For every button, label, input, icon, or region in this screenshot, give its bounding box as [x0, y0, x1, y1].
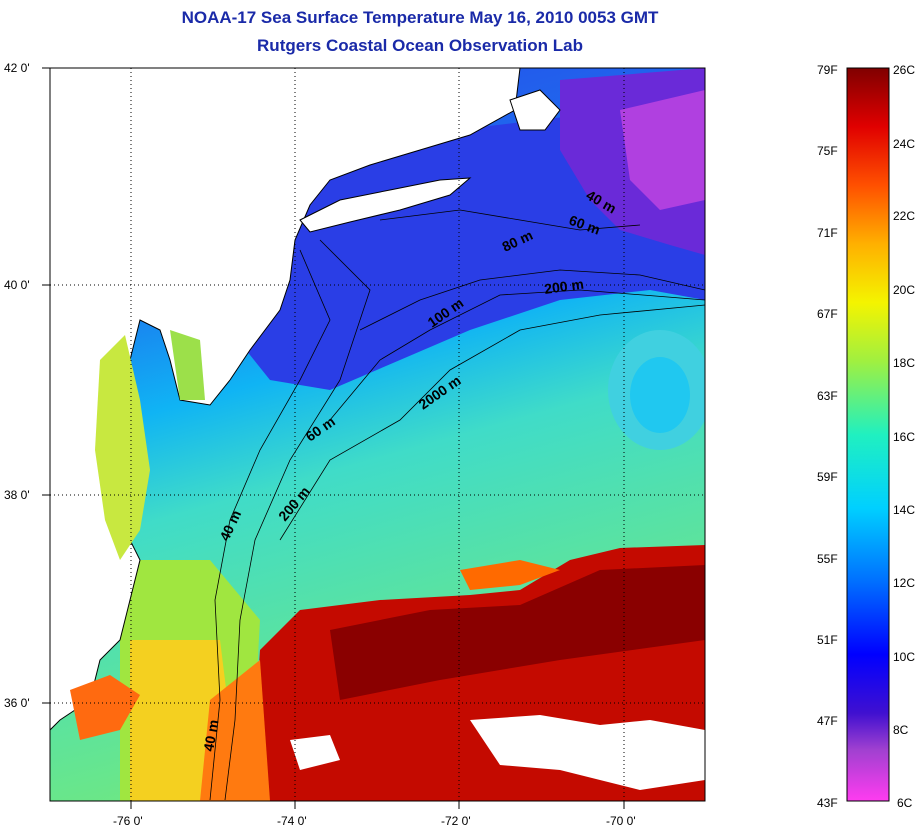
colorbar-f-label: 75F	[817, 144, 838, 158]
cape-cod	[509, 89, 561, 131]
colorbar-c-label: 16C	[893, 430, 916, 444]
isobath-80m	[379, 209, 641, 231]
colorbar-f-label: 47F	[817, 714, 838, 728]
chesapeake-bay	[95, 335, 150, 560]
colorbar-c-label: 6C	[897, 796, 913, 810]
lon-label: -70 0'	[606, 814, 636, 828]
land-mass	[50, 68, 521, 731]
colorbar-f-label: 63F	[817, 389, 838, 403]
colorbar-c-label: 24C	[893, 137, 916, 151]
lon-label: -76 0'	[113, 814, 143, 828]
lon-label: -74 0'	[277, 814, 307, 828]
gulf-of-maine-core	[620, 90, 705, 210]
lat-label: 38 0'	[4, 488, 30, 502]
map-subtitle: Rutgers Coastal Ocean Observation Lab	[257, 36, 583, 55]
colorbar-f-label: 59F	[817, 470, 838, 484]
colorbar-f-label: 67F	[817, 307, 838, 321]
colorbar-c-label: 22C	[893, 209, 916, 223]
gulf-stream-edge	[460, 560, 560, 590]
colorbar-f-label: 71F	[817, 226, 838, 240]
southern-warm-band	[200, 660, 270, 801]
eddy-center	[630, 357, 690, 433]
cloud-patch	[470, 715, 705, 790]
colorbar-f-label: 43F	[817, 796, 838, 810]
lat-label: 40 0'	[4, 278, 30, 292]
colorbar-c-label: 12C	[893, 576, 916, 590]
lon-label: -72 0'	[441, 814, 471, 828]
colorbar-c-label: 10C	[893, 650, 916, 664]
map-frame	[49, 67, 706, 802]
colorbar-f-label: 79F	[817, 63, 838, 77]
isobath-label: 40 m	[200, 718, 221, 752]
isobath-2000m	[279, 304, 705, 541]
isobath-200m	[329, 289, 705, 421]
long-island	[299, 177, 472, 233]
colorbar-f-label: 55F	[817, 552, 838, 566]
colorbar-f-label: 51F	[817, 633, 838, 647]
lat-label: 42 0'	[4, 61, 30, 75]
colorbar-c-label: 26C	[893, 63, 916, 77]
delmarva-fringe	[170, 330, 205, 400]
colorbar	[846, 67, 890, 802]
colorbar-c-label: 8C	[893, 723, 909, 737]
colorbar-c-label: 20C	[893, 283, 916, 297]
isobath-60m	[224, 239, 371, 801]
isobath-40m	[209, 249, 331, 801]
isobath-label: 200 m	[543, 276, 585, 297]
pamlico-sound	[70, 675, 140, 740]
isobath-100m	[359, 269, 705, 331]
cloud-patch-small	[290, 735, 340, 770]
map-title: NOAA-17 Sea Surface Temperature May 16, …	[181, 8, 659, 27]
gulf-stream-core	[330, 565, 705, 700]
lat-label: 36 0'	[4, 696, 30, 710]
colorbar-c-label: 14C	[893, 503, 916, 517]
colorbar-c-label: 18C	[893, 356, 916, 370]
